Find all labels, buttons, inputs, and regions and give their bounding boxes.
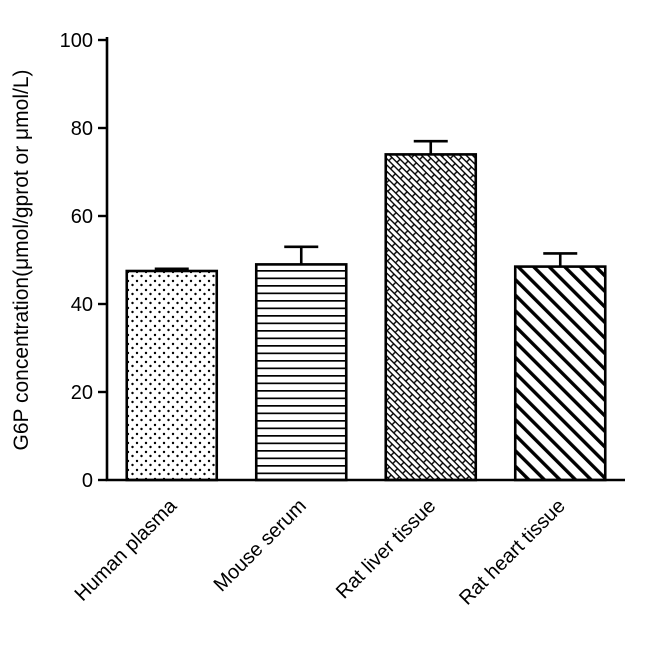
y-axis-label: G6P concentration(μmol/gprot or μmol/L): [10, 70, 33, 451]
y-tick-label-40: 40: [71, 294, 93, 316]
x-category-label-rat-heart-tissue: Rat heart tissue: [455, 495, 570, 610]
x-category-label-mouse-serum: Mouse serum: [210, 495, 311, 596]
y-tick-label-20: 20: [71, 382, 93, 404]
bar-mouse-serum: [254, 263, 348, 482]
bars-layer: [125, 153, 607, 482]
axes-layer: [98, 37, 625, 482]
bar-rat-liver-tissue: [384, 153, 478, 482]
y-tick-label-0: 0: [82, 470, 93, 492]
bar-human-plasma: [125, 269, 219, 482]
y-tick-label-60: 60: [71, 206, 93, 228]
x-category-label-human-plasma: Human plasma: [71, 494, 182, 605]
x-category-label-rat-liver-tissue: Rat liver tissue: [332, 495, 440, 603]
y-tick-label-80: 80: [71, 118, 93, 140]
bar-rat-heart-tissue: [513, 265, 607, 482]
y-tick-label-100: 100: [60, 30, 93, 52]
error-bars-layer: [154, 139, 578, 271]
